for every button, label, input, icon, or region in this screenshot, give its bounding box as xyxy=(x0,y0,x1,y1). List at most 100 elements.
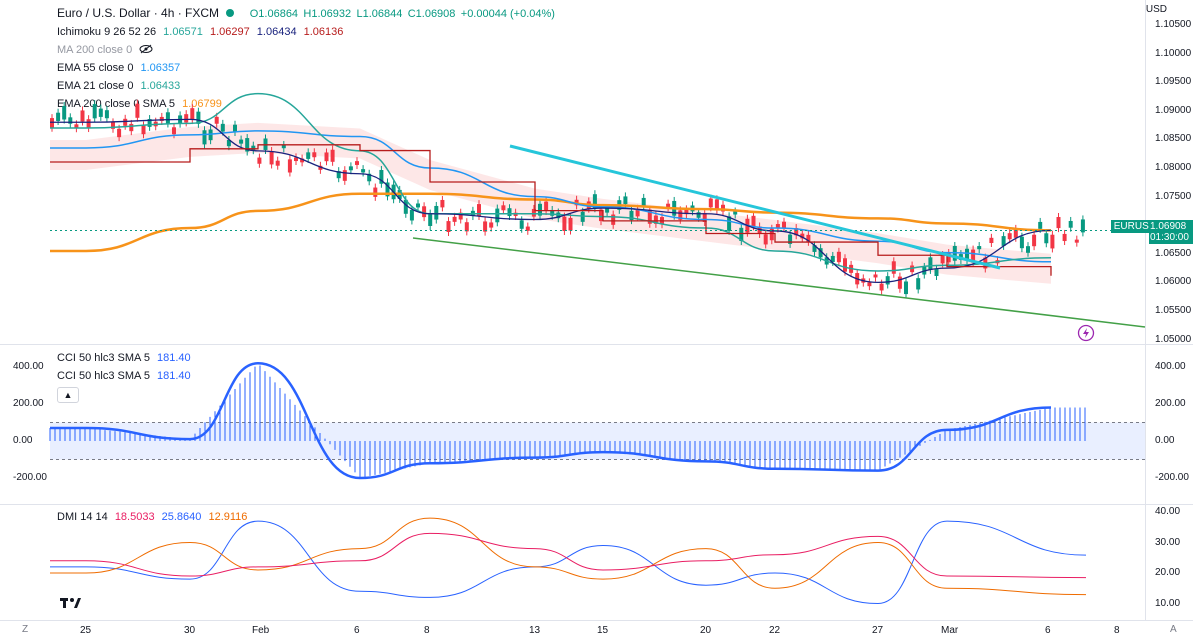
candle-body xyxy=(550,209,555,216)
candle-body xyxy=(891,261,896,274)
ohlc-open: O1.06864 xyxy=(249,8,299,20)
price-tick-label: 1.08500 xyxy=(1155,133,1192,145)
time-tick-label: 6 xyxy=(1045,625,1051,636)
candle-body xyxy=(483,221,488,232)
candle-body xyxy=(403,199,408,214)
candle-body xyxy=(989,237,994,244)
candle-body xyxy=(782,221,786,228)
time-tick-label: 22 xyxy=(769,625,781,636)
candle-body xyxy=(220,123,225,132)
candle-body xyxy=(159,116,164,122)
price-tick-label: 1.05500 xyxy=(1155,305,1192,316)
price-tick-label: 1.10000 xyxy=(1155,47,1192,59)
legend-dmi[interactable]: DMI 14 14 18.5033 25.8640 12.9116 xyxy=(57,508,251,526)
candle-body xyxy=(428,213,433,226)
candle-body xyxy=(202,130,207,145)
candle-body xyxy=(489,222,494,228)
candle-body xyxy=(98,108,103,117)
candle-body xyxy=(562,216,567,232)
cci-tick-label-left: 400.00 xyxy=(13,361,44,372)
candle-body xyxy=(385,182,390,197)
legend-ichimoku[interactable]: Ichimoku 9 26 52 26 1.06571 1.06297 1.06… xyxy=(57,23,347,41)
candle-body xyxy=(172,127,176,135)
legend-dmi-v1: 18.5033 xyxy=(114,511,155,523)
legend-ma200[interactable]: MA 200 close 0 xyxy=(57,41,153,59)
candle-body xyxy=(245,138,250,152)
ohlc-high: H1.06932 xyxy=(303,8,352,20)
legend-dmi-label: DMI 14 14 xyxy=(57,511,108,523)
candle-body xyxy=(62,105,67,120)
candle-body xyxy=(458,212,463,220)
candle-body xyxy=(647,209,652,224)
price-tick-label: 1.06000 xyxy=(1155,276,1192,288)
candle-body xyxy=(623,196,628,205)
legend-ema55-label: EMA 55 close 0 xyxy=(57,62,134,74)
candle-body xyxy=(190,108,195,121)
time-tick-label: 6 xyxy=(354,625,360,636)
dmi-tick-label: 30.00 xyxy=(1155,536,1181,548)
candle-body xyxy=(300,158,305,163)
candle-body xyxy=(904,281,908,295)
price-tick-label: 1.08000 xyxy=(1155,162,1192,173)
candle-body xyxy=(818,248,823,258)
candle-body xyxy=(775,224,780,229)
candle-body xyxy=(916,278,921,290)
candle-body xyxy=(788,234,793,244)
candle-body xyxy=(519,220,524,229)
legend-ema21-label: EMA 21 close 0 xyxy=(57,80,134,92)
candle-body xyxy=(342,170,347,181)
candle-body xyxy=(525,226,530,231)
candle-body xyxy=(592,194,597,209)
auto-scale-button[interactable]: A xyxy=(1170,624,1177,635)
collapse-chevron-up-icon[interactable]: ▲ xyxy=(57,387,79,403)
legend-ichimoku-v2: 1.06297 xyxy=(209,26,250,38)
candle-body xyxy=(531,208,536,217)
lightning-icon[interactable] xyxy=(1077,324,1095,342)
candle-body xyxy=(379,169,384,184)
timezone-button[interactable]: Z xyxy=(22,624,29,635)
bar-countdown: 01:30:00 xyxy=(1150,232,1189,243)
symbol-title[interactable]: Euro / U.S. Dollar · 4h · FXCM xyxy=(57,6,220,20)
candle-body xyxy=(446,221,451,232)
legend-ema55[interactable]: EMA 55 close 0 1.06357 xyxy=(57,59,184,77)
time-tick-label: 27 xyxy=(872,625,884,636)
candle-body xyxy=(68,117,73,124)
legend-ichimoku-v1: 1.06571 xyxy=(163,26,203,38)
time-tick-label: 30 xyxy=(184,625,196,636)
candle-body xyxy=(1038,221,1043,229)
candle-body xyxy=(1007,233,1012,240)
price-tick-label: 1.09000 xyxy=(1155,104,1192,116)
candle-body xyxy=(80,110,85,122)
candle-body xyxy=(312,152,317,158)
time-tick-label: 15 xyxy=(597,625,609,636)
legend-cci-2[interactable]: CCI 50 hlc3 SMA 5 181.40 xyxy=(57,367,195,385)
candle-body xyxy=(769,228,774,241)
candle-body xyxy=(641,197,646,206)
candle-body xyxy=(751,215,756,227)
candle-body xyxy=(74,124,79,129)
tradingview-logo[interactable] xyxy=(60,598,81,608)
candle-body xyxy=(538,203,542,216)
candle-body xyxy=(117,128,122,138)
legend-cci-2-value: 181.40 xyxy=(157,370,191,382)
candle-body xyxy=(129,123,134,132)
trendlines[interactable] xyxy=(412,144,1146,328)
candle-body xyxy=(1044,233,1049,244)
currency-label[interactable]: USD xyxy=(1145,4,1167,15)
candle-body xyxy=(666,203,671,208)
candle-body xyxy=(1080,219,1085,233)
ichimoku-cloud-area xyxy=(50,122,1051,284)
legend-cci-1[interactable]: CCI 50 hlc3 SMA 5 181.40 xyxy=(57,349,195,367)
candle-body xyxy=(355,161,359,165)
adx-line xyxy=(49,532,1087,579)
legend-ema21[interactable]: EMA 21 close 0 1.06433 xyxy=(57,77,184,95)
cci-band xyxy=(50,422,1145,460)
candle-body xyxy=(867,282,872,287)
candle-body xyxy=(934,268,939,277)
candle-body xyxy=(422,206,427,218)
kijun-line xyxy=(50,144,1052,276)
dmi-tick-label: 40.00 xyxy=(1155,506,1181,517)
candle-body xyxy=(92,104,97,119)
eye-crossed-icon[interactable] xyxy=(139,44,153,54)
